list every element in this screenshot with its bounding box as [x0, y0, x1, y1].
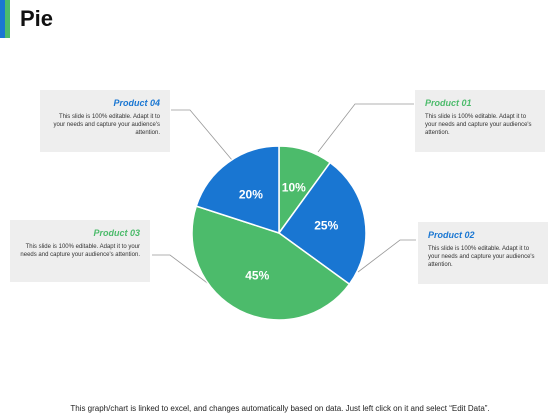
page-title: Pie	[20, 6, 54, 31]
card-product-03-name: Product 03	[93, 228, 140, 238]
pie-slice-2[interactable]	[277, 161, 367, 286]
pie-label-4: 20%	[239, 187, 263, 201]
card-product-03-desc: This slide is 100% editable. Adapt it to…	[20, 244, 140, 258]
card-product-01-name: Product 01	[425, 98, 472, 108]
card-product-04-desc: This slide is 100% editable. Adapt it to…	[53, 114, 160, 136]
card-product-01: Product 01 This slide is 100% editable. …	[415, 90, 545, 152]
connector-product-04	[171, 109, 233, 161]
connector-product-01	[317, 103, 414, 153]
card-product-02: Product 02 This slide is 100% editable. …	[418, 222, 548, 284]
pie-slice-3[interactable]	[191, 205, 351, 321]
pie-label-1: 10%	[282, 180, 306, 194]
connector-product-02	[357, 239, 416, 273]
accent-green-stripe	[5, 0, 10, 38]
title-accent-bar	[0, 0, 10, 38]
pie-slice-4[interactable]	[195, 145, 280, 235]
pie-label-2: 25%	[314, 219, 338, 233]
card-product-02-name: Product 02	[428, 230, 475, 240]
accent-blue-stripe	[0, 0, 5, 38]
pie-label-3: 45%	[245, 269, 269, 283]
card-product-01-desc: This slide is 100% editable. Adapt it to…	[425, 114, 532, 136]
card-product-02-desc: This slide is 100% editable. Adapt it to…	[428, 246, 535, 268]
card-product-04: Product 04 This slide is 100% editable. …	[40, 90, 170, 152]
connector-product-03	[152, 254, 211, 286]
footer-note: This graph/chart is linked to excel, and…	[70, 404, 490, 413]
card-product-03: Product 03 This slide is 100% editable. …	[10, 220, 150, 282]
card-product-04-name: Product 04	[113, 98, 160, 108]
